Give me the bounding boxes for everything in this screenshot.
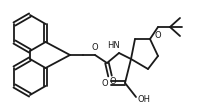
Text: HN: HN	[108, 42, 120, 51]
Text: O: O	[102, 78, 108, 87]
Text: O: O	[155, 31, 161, 40]
Text: OH: OH	[138, 94, 151, 103]
Text: O: O	[110, 76, 116, 85]
Text: O: O	[92, 44, 98, 53]
